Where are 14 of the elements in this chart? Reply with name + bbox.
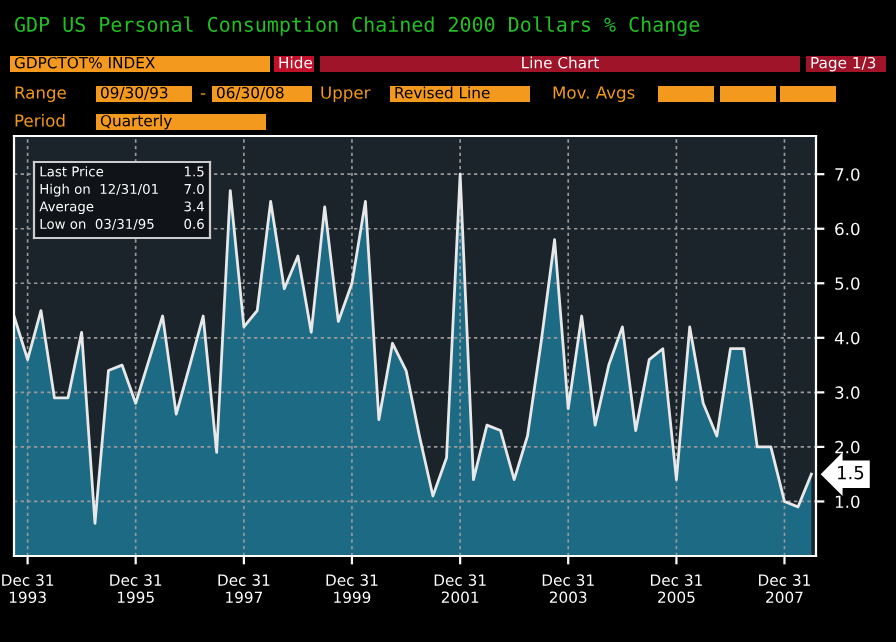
y-tick-label: 6.0	[835, 222, 860, 236]
y-tick-label: 7.0	[835, 168, 860, 181]
annotation: 1.5	[838, 466, 864, 480]
y-tick-label: 5.0	[835, 277, 860, 290]
text: Mov. Avgs	[553, 86, 635, 103]
y-tick-label: 1.0	[835, 495, 860, 509]
text: -	[200, 93, 206, 95]
y-tick-label: 3.0	[835, 386, 860, 399]
text: Period	[15, 113, 65, 127]
chart-title: GDP US Personal Consumption Chained 2000 Dollars % Change	[15, 16, 700, 36]
y-tick-label: 2.0	[835, 440, 860, 454]
text: Range	[15, 86, 66, 103]
text: Upper	[321, 86, 371, 103]
y-tick-label: 4.0	[834, 331, 860, 345]
